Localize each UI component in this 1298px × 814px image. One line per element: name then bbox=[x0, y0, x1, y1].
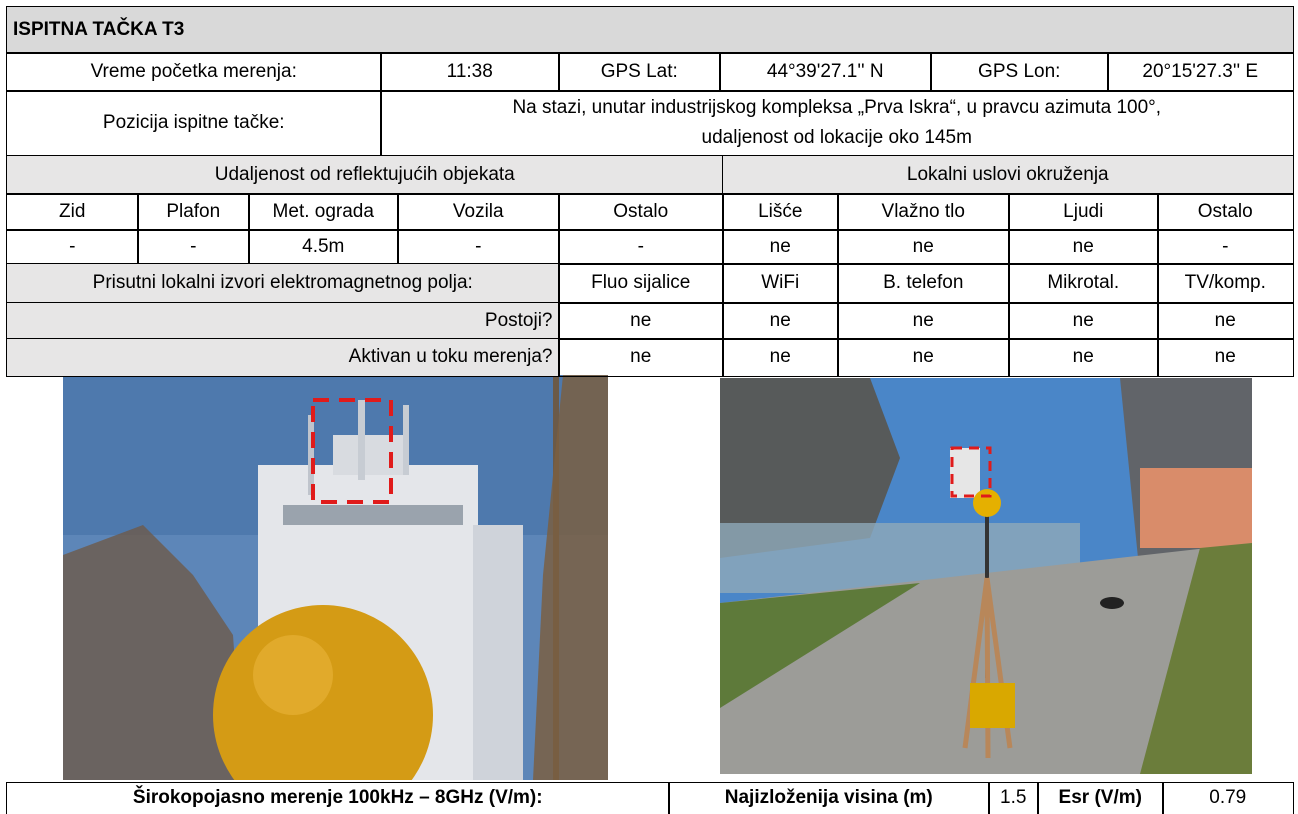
cell-value: - bbox=[137, 229, 250, 265]
section-heading: Lokalni uslovi okruženja bbox=[722, 155, 1294, 195]
result-label: Esr (V/m) bbox=[1037, 782, 1164, 814]
cell-value: - bbox=[1157, 229, 1294, 265]
result-label: Širokopojasno merenje 100kHz – 8GHz (V/m… bbox=[6, 782, 670, 814]
column-header: Met. ograda bbox=[248, 193, 399, 231]
position-line: udaljenost od lokacije oko 145m bbox=[701, 127, 972, 149]
position-line: Na stazi, unutar industrijskog kompleksa… bbox=[512, 97, 1162, 119]
column-header: Ljudi bbox=[1008, 193, 1159, 231]
column-header: Plafon bbox=[137, 193, 250, 231]
table-cell: GPS Lon: bbox=[930, 52, 1109, 92]
cell-value: 4.5m bbox=[248, 229, 399, 265]
column-header: Vozila bbox=[397, 193, 560, 231]
sheet-title: ISPITNA TAČKA T3 bbox=[6, 6, 1294, 54]
cell-value: ne bbox=[837, 338, 1010, 377]
table-cell: 20°15'27.3'' E bbox=[1107, 52, 1294, 92]
section-heading: Udaljenost od reflektujućih objekata bbox=[6, 155, 724, 195]
column-header: Vlažno tlo bbox=[837, 193, 1010, 231]
row-label: Postoji? bbox=[6, 302, 560, 340]
photo-measurement-site bbox=[720, 378, 1252, 774]
result-value: 1.5 bbox=[988, 782, 1039, 814]
column-header: Mikrotal. bbox=[1008, 263, 1159, 304]
column-header: TV/komp. bbox=[1157, 263, 1294, 304]
table-cell: 11:38 bbox=[380, 52, 560, 92]
cell-value: ne bbox=[558, 302, 724, 340]
column-header: Fluo sijalice bbox=[558, 263, 724, 304]
cell-value: ne bbox=[1008, 338, 1159, 377]
cell-value: ne bbox=[837, 302, 1010, 340]
column-header: Ostalo bbox=[1157, 193, 1294, 231]
cell-value: - bbox=[6, 229, 139, 265]
column-header: Lišće bbox=[722, 193, 839, 231]
cell-value: ne bbox=[1008, 302, 1159, 340]
column-header: WiFi bbox=[722, 263, 839, 304]
column-header: B. telefon bbox=[837, 263, 1010, 304]
cell-value: ne bbox=[722, 338, 839, 377]
cell-value: ne bbox=[1157, 338, 1294, 377]
position-label: Pozicija ispitne tačke: bbox=[6, 90, 382, 157]
column-header: Ostalo bbox=[558, 193, 724, 231]
cell-value: - bbox=[397, 229, 560, 265]
result-label: Najizloženija visina (m) bbox=[668, 782, 990, 814]
cell-value: ne bbox=[722, 229, 839, 265]
section-heading: Prisutni lokalni izvori elektromagnetnog… bbox=[6, 263, 560, 304]
result-value: 0.79 bbox=[1162, 782, 1294, 814]
cell-value: - bbox=[558, 229, 724, 265]
cell-value: ne bbox=[837, 229, 1010, 265]
photo-antenna-building bbox=[63, 375, 608, 780]
row-label: Aktivan u toku merenja? bbox=[6, 338, 560, 377]
table-cell: Vreme početka merenja: bbox=[6, 52, 382, 92]
table-cell: 44°39'27.1'' N bbox=[719, 52, 932, 92]
cell-value: ne bbox=[558, 338, 724, 377]
table-cell: GPS Lat: bbox=[558, 52, 721, 92]
cell-value: ne bbox=[1008, 229, 1159, 265]
cell-value: ne bbox=[1157, 302, 1294, 340]
position-value: Na stazi, unutar industrijskog kompleksa… bbox=[380, 90, 1294, 157]
column-header: Zid bbox=[6, 193, 139, 231]
cell-value: ne bbox=[722, 302, 839, 340]
